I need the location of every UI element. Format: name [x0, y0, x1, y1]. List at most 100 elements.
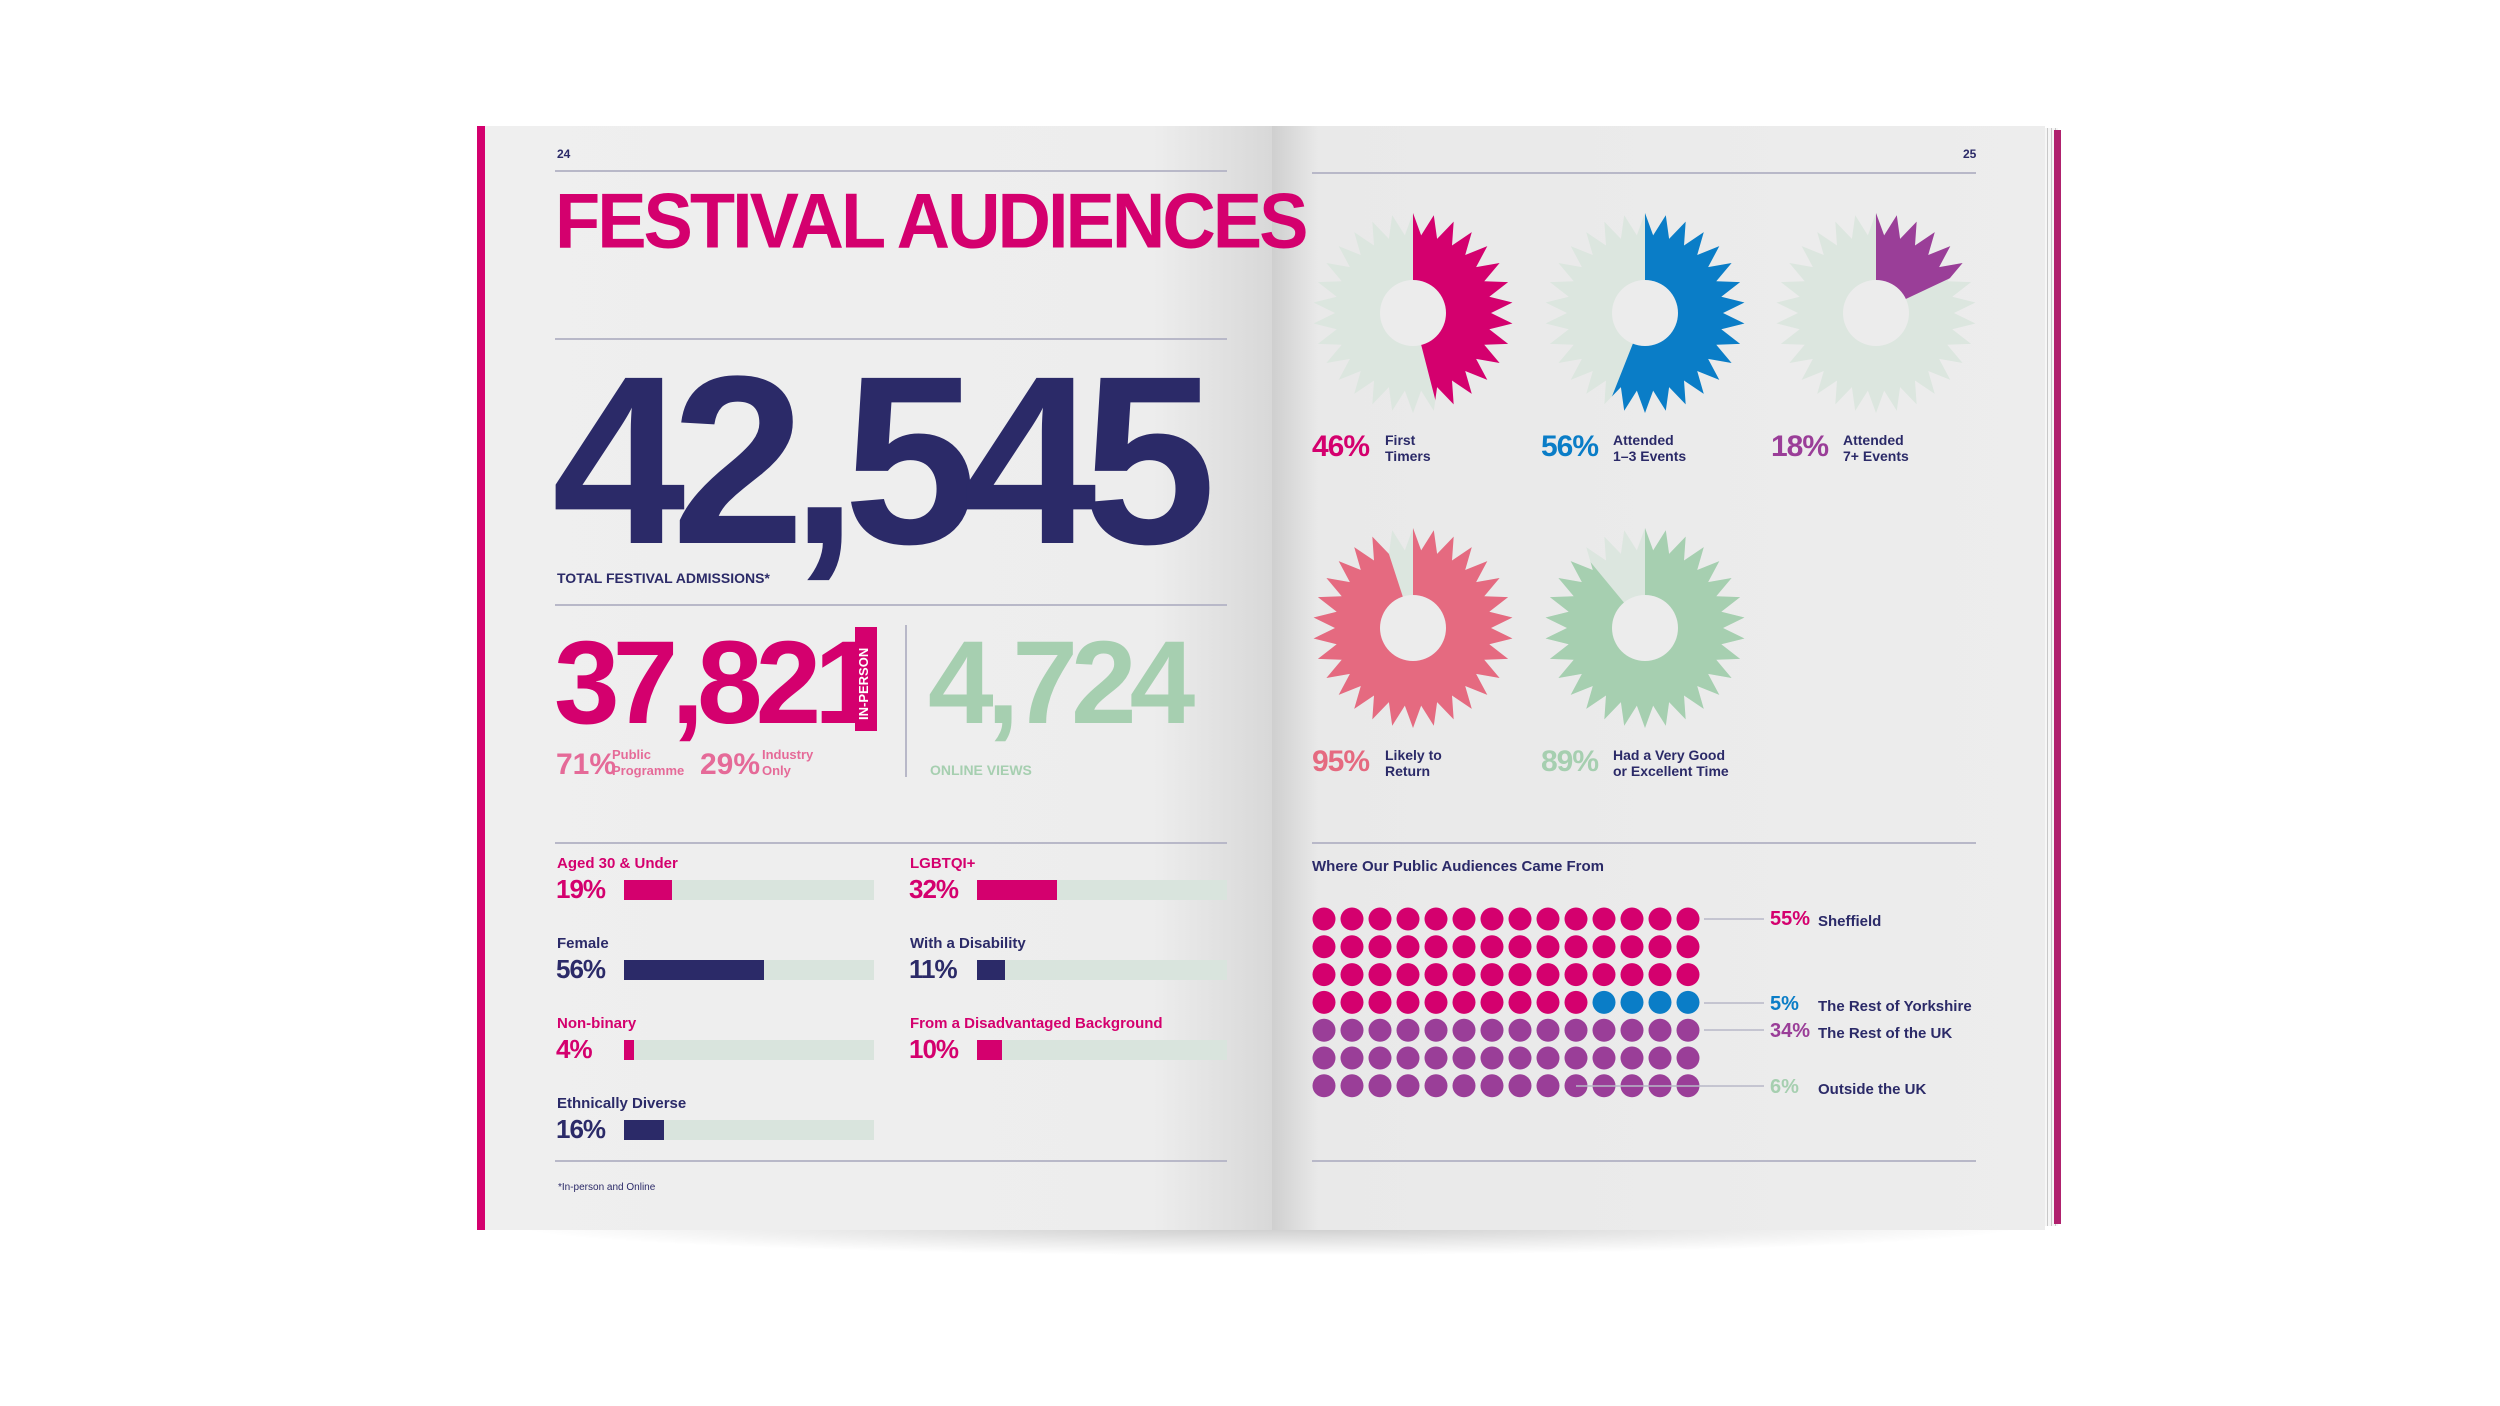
stat-bar-track — [624, 960, 874, 980]
origin-dot-purple — [1620, 1046, 1644, 1070]
origin-dot-magenta — [1620, 963, 1644, 987]
stat-label: Female — [557, 935, 609, 952]
origin-dot-magenta — [1480, 907, 1504, 931]
ring-hole — [1843, 280, 1909, 346]
origin-dot-magenta — [1368, 907, 1392, 931]
stat-bar-fill — [977, 960, 1005, 980]
ring-pct-excellent-time: 89% — [1541, 745, 1599, 778]
origin-leader-lines — [1576, 918, 1764, 1087]
origin-dot-magenta — [1676, 963, 1700, 987]
legend-pct-yorkshire: 5% — [1770, 993, 1799, 1015]
stat-bar-track — [977, 880, 1227, 900]
ring-hole — [1380, 595, 1446, 661]
origin-dot-magenta — [1452, 963, 1476, 987]
origin-dot-magenta — [1564, 935, 1588, 959]
origin-dot-magenta — [1676, 935, 1700, 959]
bottom-rule-left — [555, 1160, 1227, 1162]
origin-dot-purple — [1564, 1046, 1588, 1070]
origin-dot-purple — [1536, 1018, 1560, 1042]
top-rule-right — [1312, 172, 1976, 174]
origin-dot-purple — [1424, 1018, 1448, 1042]
page-number-right: 25 — [1963, 147, 1977, 161]
footnote: *In-person and Online — [558, 1182, 656, 1193]
origin-dot-purple — [1312, 1046, 1336, 1070]
likely-to-return-ring — [1313, 528, 1513, 728]
attended-7-plus-ring — [1776, 213, 1976, 413]
ring-hole — [1612, 280, 1678, 346]
origin-dot-magenta — [1536, 963, 1560, 987]
stat-value: 56% — [556, 954, 606, 984]
origin-dot-purple — [1368, 1018, 1392, 1042]
origin-dot-magenta — [1480, 935, 1504, 959]
stat-label: Aged 30 & Under — [557, 855, 678, 872]
stat-bar-track — [624, 1120, 874, 1140]
legend-label-sheffield: Sheffield — [1818, 913, 1882, 930]
origin-dot-purple — [1452, 1018, 1476, 1042]
public-pct: 71% — [556, 748, 617, 781]
origin-dot-magenta — [1396, 963, 1420, 987]
origin-dot-purple — [1396, 1074, 1420, 1098]
origin-dot-magenta — [1648, 935, 1672, 959]
origin-dot-magenta — [1536, 907, 1560, 931]
online-count: 4,724 — [928, 617, 1195, 749]
origin-dot-purple — [1508, 1018, 1532, 1042]
origin-dot-purple — [1396, 1046, 1420, 1070]
origin-dot-magenta — [1312, 935, 1336, 959]
origin-dot-magenta — [1648, 963, 1672, 987]
ring-value-segment — [1413, 213, 1513, 413]
bottom-rule-right — [1312, 1160, 1976, 1162]
ring-label-attended-1-3: Attended 1–3 Events — [1613, 432, 1687, 464]
origin-dot-magenta — [1340, 963, 1364, 987]
origin-title: Where Our Public Audiences Came From — [1312, 858, 1605, 875]
origin-dot-magenta — [1424, 990, 1448, 1014]
origin-dot-grid — [1312, 907, 1700, 1098]
stat-bar-fill — [624, 880, 672, 900]
origin-dot-purple — [1340, 1046, 1364, 1070]
origin-dot-magenta — [1312, 990, 1336, 1014]
stat-value: 4% — [556, 1034, 593, 1064]
origin-dot-magenta — [1340, 935, 1364, 959]
total-admissions-label: TOTAL FESTIVAL ADMISSIONS* — [557, 570, 770, 586]
origin-dot-purple — [1508, 1046, 1532, 1070]
origin-dot-purple — [1648, 1018, 1672, 1042]
origin-dot-magenta — [1424, 907, 1448, 931]
stat-value: 32% — [909, 874, 959, 904]
origin-dot-magenta — [1564, 963, 1588, 987]
origin-dot-magenta — [1368, 935, 1392, 959]
origin-dot-magenta — [1648, 907, 1672, 931]
ring-pct-first-timers: 46% — [1312, 430, 1370, 463]
origin-dot-magenta — [1312, 963, 1336, 987]
origin-dot-magenta — [1620, 935, 1644, 959]
origin-dot-purple — [1480, 1074, 1504, 1098]
origin-dot-magenta — [1340, 907, 1364, 931]
origin-dot-magenta — [1592, 935, 1616, 959]
origin-dot-purple — [1368, 1046, 1392, 1070]
stat-label: LGBTQI+ — [910, 855, 976, 872]
origin-dot-purple — [1536, 1046, 1560, 1070]
ring-label-likely-to-return: Likely to Return — [1385, 747, 1442, 779]
legend-pct-sheffield: 55% — [1770, 908, 1811, 930]
public-label: Public Programme — [612, 747, 685, 778]
origin-dot-purple — [1340, 1074, 1364, 1098]
in-person-count: 37,821 — [554, 617, 880, 749]
attended-1-3-ring — [1545, 213, 1745, 413]
total-admissions: 42,545 — [552, 326, 1216, 594]
origin-dot-purple — [1312, 1018, 1336, 1042]
origin-dot-magenta — [1592, 907, 1616, 931]
ring-hole — [1380, 280, 1446, 346]
ring-value-segment — [1876, 213, 1976, 313]
stat-bar-track — [624, 1040, 874, 1060]
ring-hole — [1612, 595, 1678, 661]
origin-dot-magenta — [1452, 907, 1476, 931]
origin-dot-magenta — [1508, 935, 1532, 959]
origin-dot-magenta — [1312, 907, 1336, 931]
legend-label-rest-uk: The Rest of the UK — [1818, 1025, 1953, 1042]
stat-bar-track — [624, 880, 874, 900]
ring-pct-attended-7-plus: 18% — [1771, 430, 1829, 463]
stat-bar-fill — [624, 960, 764, 980]
origin-dot-magenta — [1480, 963, 1504, 987]
in-person-tag-text: IN-PERSON — [856, 647, 871, 720]
ring-pct-likely-to-return: 95% — [1312, 745, 1370, 778]
origin-dot-purple — [1592, 1018, 1616, 1042]
origin-dot-magenta — [1536, 935, 1560, 959]
